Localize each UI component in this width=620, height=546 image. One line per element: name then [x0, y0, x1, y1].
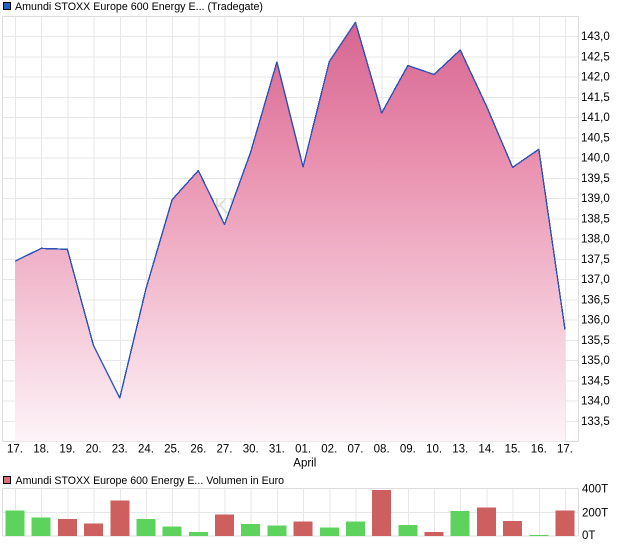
svg-text:0T: 0T: [582, 530, 595, 542]
svg-text:140,0: 140,0: [581, 153, 610, 165]
svg-text:140,5: 140,5: [581, 132, 610, 144]
svg-text:19.: 19.: [59, 443, 75, 455]
svg-text:136,5: 136,5: [581, 294, 610, 306]
svg-text:135,0: 135,0: [581, 355, 610, 367]
svg-text:135,5: 135,5: [581, 335, 610, 347]
svg-text:April: April: [293, 458, 316, 470]
svg-text:18.: 18.: [33, 443, 49, 455]
svg-text:137,0: 137,0: [581, 274, 610, 286]
svg-text:134,0: 134,0: [581, 396, 610, 408]
svg-text:141,5: 141,5: [581, 92, 610, 104]
svg-text:134,5: 134,5: [581, 375, 610, 387]
svg-text:13.: 13.: [452, 443, 468, 455]
svg-text:142,0: 142,0: [581, 72, 610, 84]
svg-text:25.: 25.: [164, 443, 180, 455]
svg-text:15.: 15.: [505, 443, 521, 455]
svg-text:09.: 09.: [400, 443, 416, 455]
svg-text:133,5: 133,5: [581, 416, 610, 428]
svg-text:138,5: 138,5: [581, 213, 610, 225]
svg-text:139,5: 139,5: [581, 173, 610, 185]
svg-text:142,5: 142,5: [581, 51, 610, 63]
svg-text:17.: 17.: [7, 443, 23, 455]
svg-text:07.: 07.: [347, 443, 363, 455]
svg-text:10.: 10.: [426, 443, 442, 455]
svg-text:27.: 27.: [217, 443, 233, 455]
svg-text:136,0: 136,0: [581, 315, 610, 327]
svg-text:24.: 24.: [138, 443, 154, 455]
svg-text:02.: 02.: [321, 443, 337, 455]
svg-text:Amundi STOXX Europe 600 Energy: Amundi STOXX Europe 600 Energy E... Volu…: [16, 475, 285, 487]
svg-text:200T: 200T: [582, 507, 608, 519]
svg-text:08.: 08.: [374, 443, 390, 455]
svg-text:17.: 17.: [557, 443, 573, 455]
svg-text:400T: 400T: [582, 484, 608, 496]
svg-text:30.: 30.: [243, 443, 259, 455]
svg-text:143,0: 143,0: [581, 31, 610, 43]
svg-text:01.: 01.: [295, 443, 311, 455]
svg-text:16.: 16.: [531, 443, 547, 455]
svg-text:138,0: 138,0: [581, 234, 610, 246]
svg-text:14.: 14.: [478, 443, 494, 455]
svg-text:139,0: 139,0: [581, 193, 610, 205]
svg-text:31.: 31.: [269, 443, 285, 455]
svg-text:26.: 26.: [190, 443, 206, 455]
svg-text:137,5: 137,5: [581, 254, 610, 266]
svg-text:20.: 20.: [86, 443, 102, 455]
svg-text:23.: 23.: [112, 443, 128, 455]
svg-text:141,0: 141,0: [581, 112, 610, 124]
svg-text:Amundi STOXX Europe 600 Energy: Amundi STOXX Europe 600 Energy E... (Tra…: [15, 1, 263, 13]
